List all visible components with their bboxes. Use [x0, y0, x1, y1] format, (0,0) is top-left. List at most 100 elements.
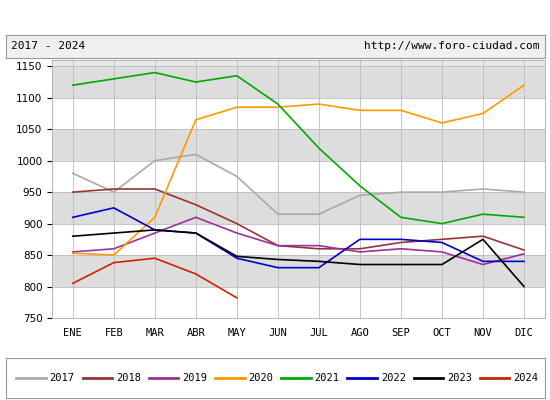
2023: [151, 228, 158, 232]
2017: [521, 190, 527, 194]
2017: [111, 190, 117, 194]
Bar: [52, 161, 544, 192]
2020: [274, 105, 281, 110]
2024: [111, 260, 117, 265]
2021: [316, 146, 322, 150]
2019: [274, 243, 281, 248]
Line: 2019: 2019: [73, 217, 524, 264]
2020: [151, 215, 158, 220]
Text: 2021: 2021: [315, 373, 339, 383]
2019: [192, 215, 199, 220]
2020: [234, 105, 240, 110]
Bar: [52, 66, 544, 98]
2023: [480, 237, 486, 242]
2018: [356, 246, 363, 251]
2022: [151, 228, 158, 232]
2022: [111, 206, 117, 210]
Bar: [52, 286, 544, 318]
2017: [151, 158, 158, 163]
2023: [192, 231, 199, 236]
2018: [111, 186, 117, 192]
2019: [151, 231, 158, 236]
2018: [439, 237, 446, 242]
2018: [480, 234, 486, 238]
Line: 2023: 2023: [73, 230, 524, 286]
2021: [356, 184, 363, 188]
2021: [192, 80, 199, 84]
2018: [192, 202, 199, 207]
2022: [316, 265, 322, 270]
Line: 2020: 2020: [73, 85, 524, 255]
Line: 2024: 2024: [73, 258, 237, 298]
2020: [356, 108, 363, 113]
Text: Evolucion del paro registrado en Gelves: Evolucion del paro registrado en Gelves: [122, 10, 428, 24]
2022: [69, 215, 76, 220]
2023: [521, 284, 527, 289]
2017: [192, 152, 199, 157]
2019: [234, 231, 240, 236]
2021: [69, 83, 76, 88]
2022: [439, 240, 446, 245]
2018: [316, 246, 322, 251]
2017: [480, 186, 486, 192]
2020: [192, 117, 199, 122]
2019: [480, 262, 486, 267]
2020: [316, 102, 322, 106]
2023: [274, 257, 281, 262]
2018: [69, 190, 76, 194]
2024: [151, 256, 158, 261]
2020: [398, 108, 404, 113]
Bar: [52, 129, 544, 161]
2021: [274, 102, 281, 106]
2017: [439, 190, 446, 194]
2018: [398, 240, 404, 245]
2021: [151, 70, 158, 75]
Text: 2018: 2018: [116, 373, 141, 383]
2023: [111, 231, 117, 236]
2020: [439, 120, 446, 125]
Text: 2022: 2022: [381, 373, 406, 383]
Line: 2021: 2021: [73, 72, 524, 224]
2019: [398, 246, 404, 251]
2018: [274, 243, 281, 248]
2022: [521, 259, 527, 264]
2021: [521, 215, 527, 220]
2021: [111, 76, 117, 81]
2017: [69, 171, 76, 176]
2018: [234, 221, 240, 226]
2023: [69, 234, 76, 238]
2019: [439, 250, 446, 254]
2018: [151, 186, 158, 192]
2019: [356, 250, 363, 254]
2022: [356, 237, 363, 242]
Text: 2024: 2024: [513, 373, 538, 383]
2021: [439, 221, 446, 226]
2023: [398, 262, 404, 267]
2021: [480, 212, 486, 216]
2019: [69, 250, 76, 254]
Text: 2019: 2019: [182, 373, 207, 383]
2020: [69, 251, 76, 256]
2018: [521, 248, 527, 252]
2020: [521, 83, 527, 88]
Bar: [52, 192, 544, 224]
Bar: [52, 255, 544, 286]
2017: [316, 212, 322, 216]
2023: [356, 262, 363, 267]
2017: [356, 193, 363, 198]
2022: [274, 265, 281, 270]
2022: [480, 259, 486, 264]
2017: [274, 212, 281, 216]
2017: [234, 174, 240, 179]
2021: [398, 215, 404, 220]
Line: 2017: 2017: [73, 154, 524, 214]
2022: [398, 237, 404, 242]
2017: [398, 190, 404, 194]
2019: [521, 252, 527, 256]
Text: 2023: 2023: [447, 373, 472, 383]
Bar: [52, 98, 544, 129]
Text: 2017 - 2024: 2017 - 2024: [11, 41, 85, 51]
Text: http://www.foro-ciudad.com: http://www.foro-ciudad.com: [364, 41, 539, 51]
Line: 2018: 2018: [73, 189, 524, 250]
Text: 2017: 2017: [50, 373, 75, 383]
